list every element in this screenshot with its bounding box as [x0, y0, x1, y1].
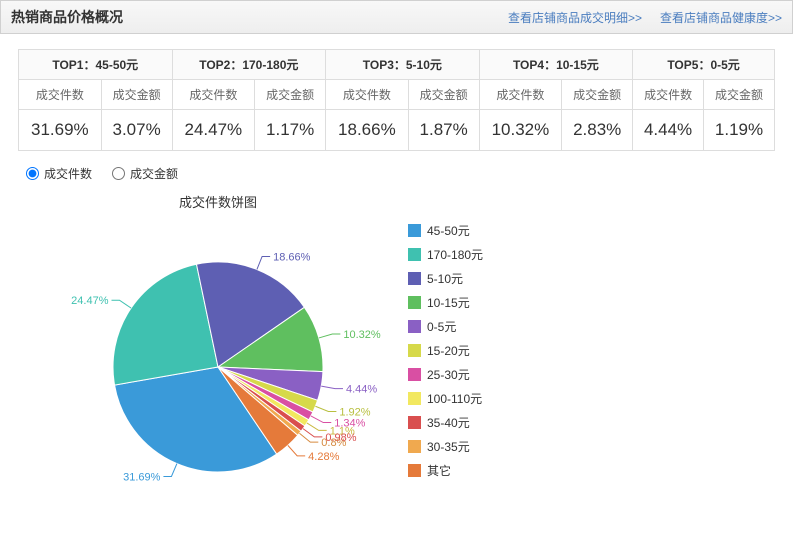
callout-line: [315, 406, 336, 411]
value-cell: 2.83%: [562, 110, 633, 151]
callout-line: [299, 433, 318, 442]
callout-line: [163, 464, 176, 477]
legend-swatch: [408, 296, 421, 309]
value-cell: 1.17%: [255, 110, 326, 151]
radio-amt[interactable]: 成交金额: [112, 165, 178, 182]
callout-line: [311, 416, 331, 423]
rank-header: TOP2：170-180元: [172, 50, 326, 80]
legend-label: 45-50元: [427, 222, 470, 239]
legend-item[interactable]: 10-15元: [408, 294, 483, 311]
pie-wrap: 成交件数饼图 31.69%24.47%18.66%10.32%4.44%1.92…: [48, 192, 388, 527]
top-ranking-table: TOP1：45-50元TOP2：170-180元TOP3：5-10元TOP4：1…: [18, 49, 775, 151]
header-links: 查看店铺商品成交明细>> 查看店铺商品健康度>>: [508, 9, 782, 26]
legend-label: 100-110元: [427, 390, 482, 407]
legend-label: 5-10元: [427, 270, 463, 287]
callout-line: [321, 386, 343, 389]
legend-swatch: [408, 224, 421, 237]
legend-label: 其它: [427, 462, 451, 479]
legend-swatch: [408, 392, 421, 405]
legend-swatch: [408, 320, 421, 333]
callout-line: [303, 429, 322, 437]
value-cell: 18.66%: [326, 110, 409, 151]
legend-item[interactable]: 100-110元: [408, 390, 483, 407]
sub-label: 成交金额: [704, 80, 775, 110]
value-cell: 1.19%: [704, 110, 775, 151]
pie-title: 成交件数饼图: [48, 192, 388, 211]
chart-area: 成交件数饼图 31.69%24.47%18.66%10.32%4.44%1.92…: [18, 192, 775, 527]
sub-label: 成交金额: [101, 80, 172, 110]
pie-chart: 31.69%24.47%18.66%10.32%4.44%1.92%1.34%1…: [48, 217, 388, 527]
legend-label: 10-15元: [427, 294, 470, 311]
legend-swatch: [408, 440, 421, 453]
sub-label: 成交金额: [562, 80, 633, 110]
legend-item[interactable]: 45-50元: [408, 222, 483, 239]
rank-header: TOP1：45-50元: [19, 50, 173, 80]
value-cell: 4.44%: [633, 110, 704, 151]
panel-content: TOP1：45-50元TOP2：170-180元TOP3：5-10元TOP4：1…: [0, 34, 793, 542]
panel-header: 热销商品价格概况 查看店铺商品成交明细>> 查看店铺商品健康度>>: [0, 0, 793, 34]
legend-item[interactable]: 其它: [408, 462, 483, 479]
callout-line: [257, 256, 270, 269]
pie-legend: 45-50元 170-180元 5-10元 10-15元 0-5元 15-20元 25-30…: [408, 192, 483, 527]
value-cell: 10.32%: [479, 110, 562, 151]
legend-swatch: [408, 272, 421, 285]
legend-label: 30-35元: [427, 438, 470, 455]
legend-swatch: [408, 464, 421, 477]
callout-label: 10.32%: [343, 329, 381, 341]
legend-item[interactable]: 170-180元: [408, 246, 483, 263]
callout-label: 4.28%: [308, 451, 339, 463]
legend-swatch: [408, 248, 421, 261]
link-detail[interactable]: 查看店铺商品成交明细>>: [508, 9, 642, 26]
sub-label: 成交件数: [326, 80, 409, 110]
legend-swatch: [408, 344, 421, 357]
value-cell: 31.69%: [19, 110, 102, 151]
callout-label: 24.47%: [71, 295, 109, 307]
callout-line: [111, 300, 131, 308]
legend-item[interactable]: 15-20元: [408, 342, 483, 359]
radio-qty[interactable]: 成交件数: [26, 165, 92, 182]
legend-swatch: [408, 416, 421, 429]
radio-amt-label: 成交金额: [130, 165, 178, 182]
legend-label: 35-40元: [427, 414, 470, 431]
callout-label: 0.8%: [321, 437, 346, 449]
panel-title: 热销商品价格概况: [11, 7, 123, 27]
legend-swatch: [408, 368, 421, 381]
callout-line: [288, 445, 305, 455]
legend-item[interactable]: 25-30元: [408, 366, 483, 383]
sub-label: 成交件数: [172, 80, 255, 110]
callout-label: 18.66%: [273, 251, 311, 263]
callout-label: 31.69%: [123, 472, 161, 484]
sub-label: 成交金额: [408, 80, 479, 110]
legend-label: 25-30元: [427, 366, 470, 383]
callout-line: [319, 334, 340, 338]
link-health[interactable]: 查看店铺商品健康度>>: [660, 9, 782, 26]
sub-label: 成交件数: [479, 80, 562, 110]
value-cell: 1.87%: [408, 110, 479, 151]
rank-header: TOP3：5-10元: [326, 50, 480, 80]
legend-label: 15-20元: [427, 342, 470, 359]
value-cell: 3.07%: [101, 110, 172, 151]
radio-qty-label: 成交件数: [44, 165, 92, 182]
legend-item[interactable]: 35-40元: [408, 414, 483, 431]
legend-item[interactable]: 30-35元: [408, 438, 483, 455]
value-cell: 24.47%: [172, 110, 255, 151]
sub-label: 成交件数: [633, 80, 704, 110]
metric-radio-group: 成交件数 成交金额: [26, 165, 775, 182]
callout-line: [307, 423, 327, 430]
rank-header: TOP5：0-5元: [633, 50, 775, 80]
sub-label: 成交金额: [255, 80, 326, 110]
radio-amt-input[interactable]: [112, 167, 125, 180]
legend-label: 170-180元: [427, 246, 483, 263]
legend-item[interactable]: 5-10元: [408, 270, 483, 287]
rank-header: TOP4：10-15元: [479, 50, 633, 80]
sub-label: 成交件数: [19, 80, 102, 110]
legend-item[interactable]: 0-5元: [408, 318, 483, 335]
callout-label: 4.44%: [346, 384, 377, 396]
legend-label: 0-5元: [427, 318, 456, 335]
radio-qty-input[interactable]: [26, 167, 39, 180]
